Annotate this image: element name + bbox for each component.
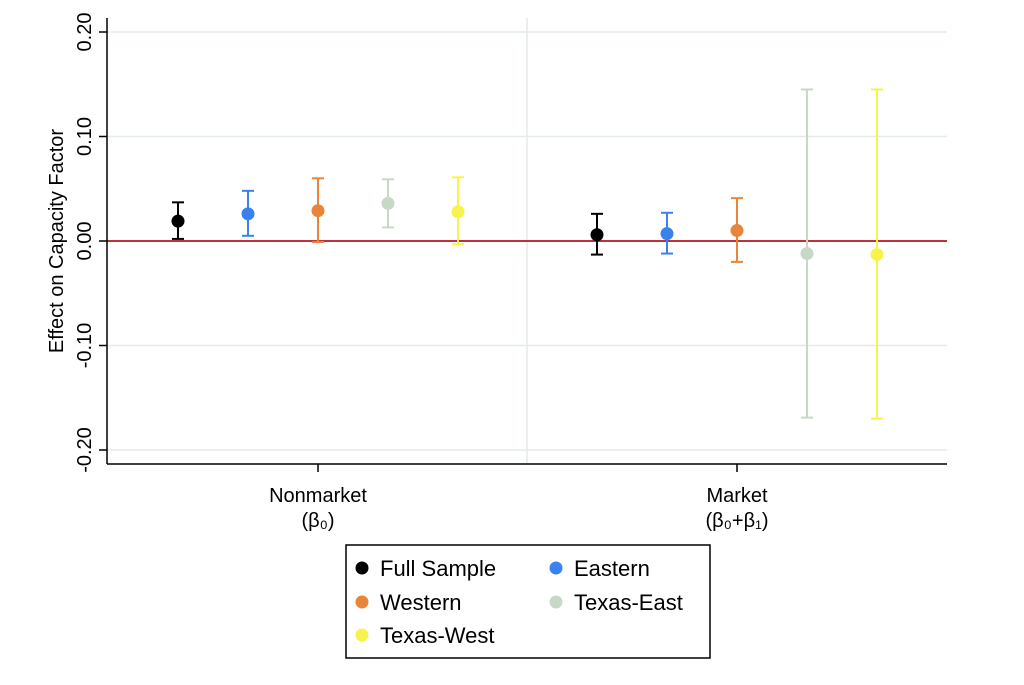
x-group-label: Market [706, 485, 768, 507]
x-group-sublabel: (β₀+β₁) [705, 510, 768, 532]
point-estimate [800, 247, 814, 261]
chart-marks [171, 88, 884, 420]
legend-marker [549, 595, 563, 609]
legend-items: Full Sample Eastern Western Texas-East Texas… [355, 556, 683, 648]
point-estimate [870, 248, 884, 262]
legend-label: Western [380, 590, 462, 615]
legend-marker [355, 561, 369, 575]
legend-box [345, 544, 711, 659]
y-tick-label: -0.10 [74, 323, 96, 369]
x-group-sublabel: (β₀) [301, 510, 334, 532]
y-tick-label: 0.10 [74, 117, 96, 156]
y-axis-ticks: 0.20 0.10 0.00 -0.10 -0.20 [74, 13, 107, 473]
legend-marker [355, 628, 369, 642]
legend-label: Texas-East [574, 590, 683, 615]
legend-label: Eastern [574, 556, 650, 581]
y-tick-label: -0.20 [74, 427, 96, 473]
legend-marker [355, 595, 369, 609]
point-estimate [171, 214, 185, 228]
point-estimate [730, 224, 744, 238]
legend-marker [549, 561, 563, 575]
legend: Full Sample Eastern Western Texas-East Texas… [345, 544, 711, 659]
y-axis-title: Effect on Capacity Factor [46, 129, 68, 354]
point-estimate [381, 196, 395, 210]
point-estimate [311, 204, 325, 218]
x-group-label: Nonmarket [269, 485, 367, 507]
point-estimate [660, 227, 674, 241]
y-tick-label: 0.00 [74, 222, 96, 261]
legend-label: Full Sample [380, 556, 496, 581]
point-estimate [590, 228, 604, 242]
x-axis-ticks: Nonmarket (β₀) Market (β₀+β₁) [269, 464, 769, 532]
point-estimate [241, 207, 255, 221]
legend-label: Texas-West [380, 623, 495, 648]
y-tick-label: 0.20 [74, 13, 96, 52]
point-estimate [451, 205, 465, 219]
